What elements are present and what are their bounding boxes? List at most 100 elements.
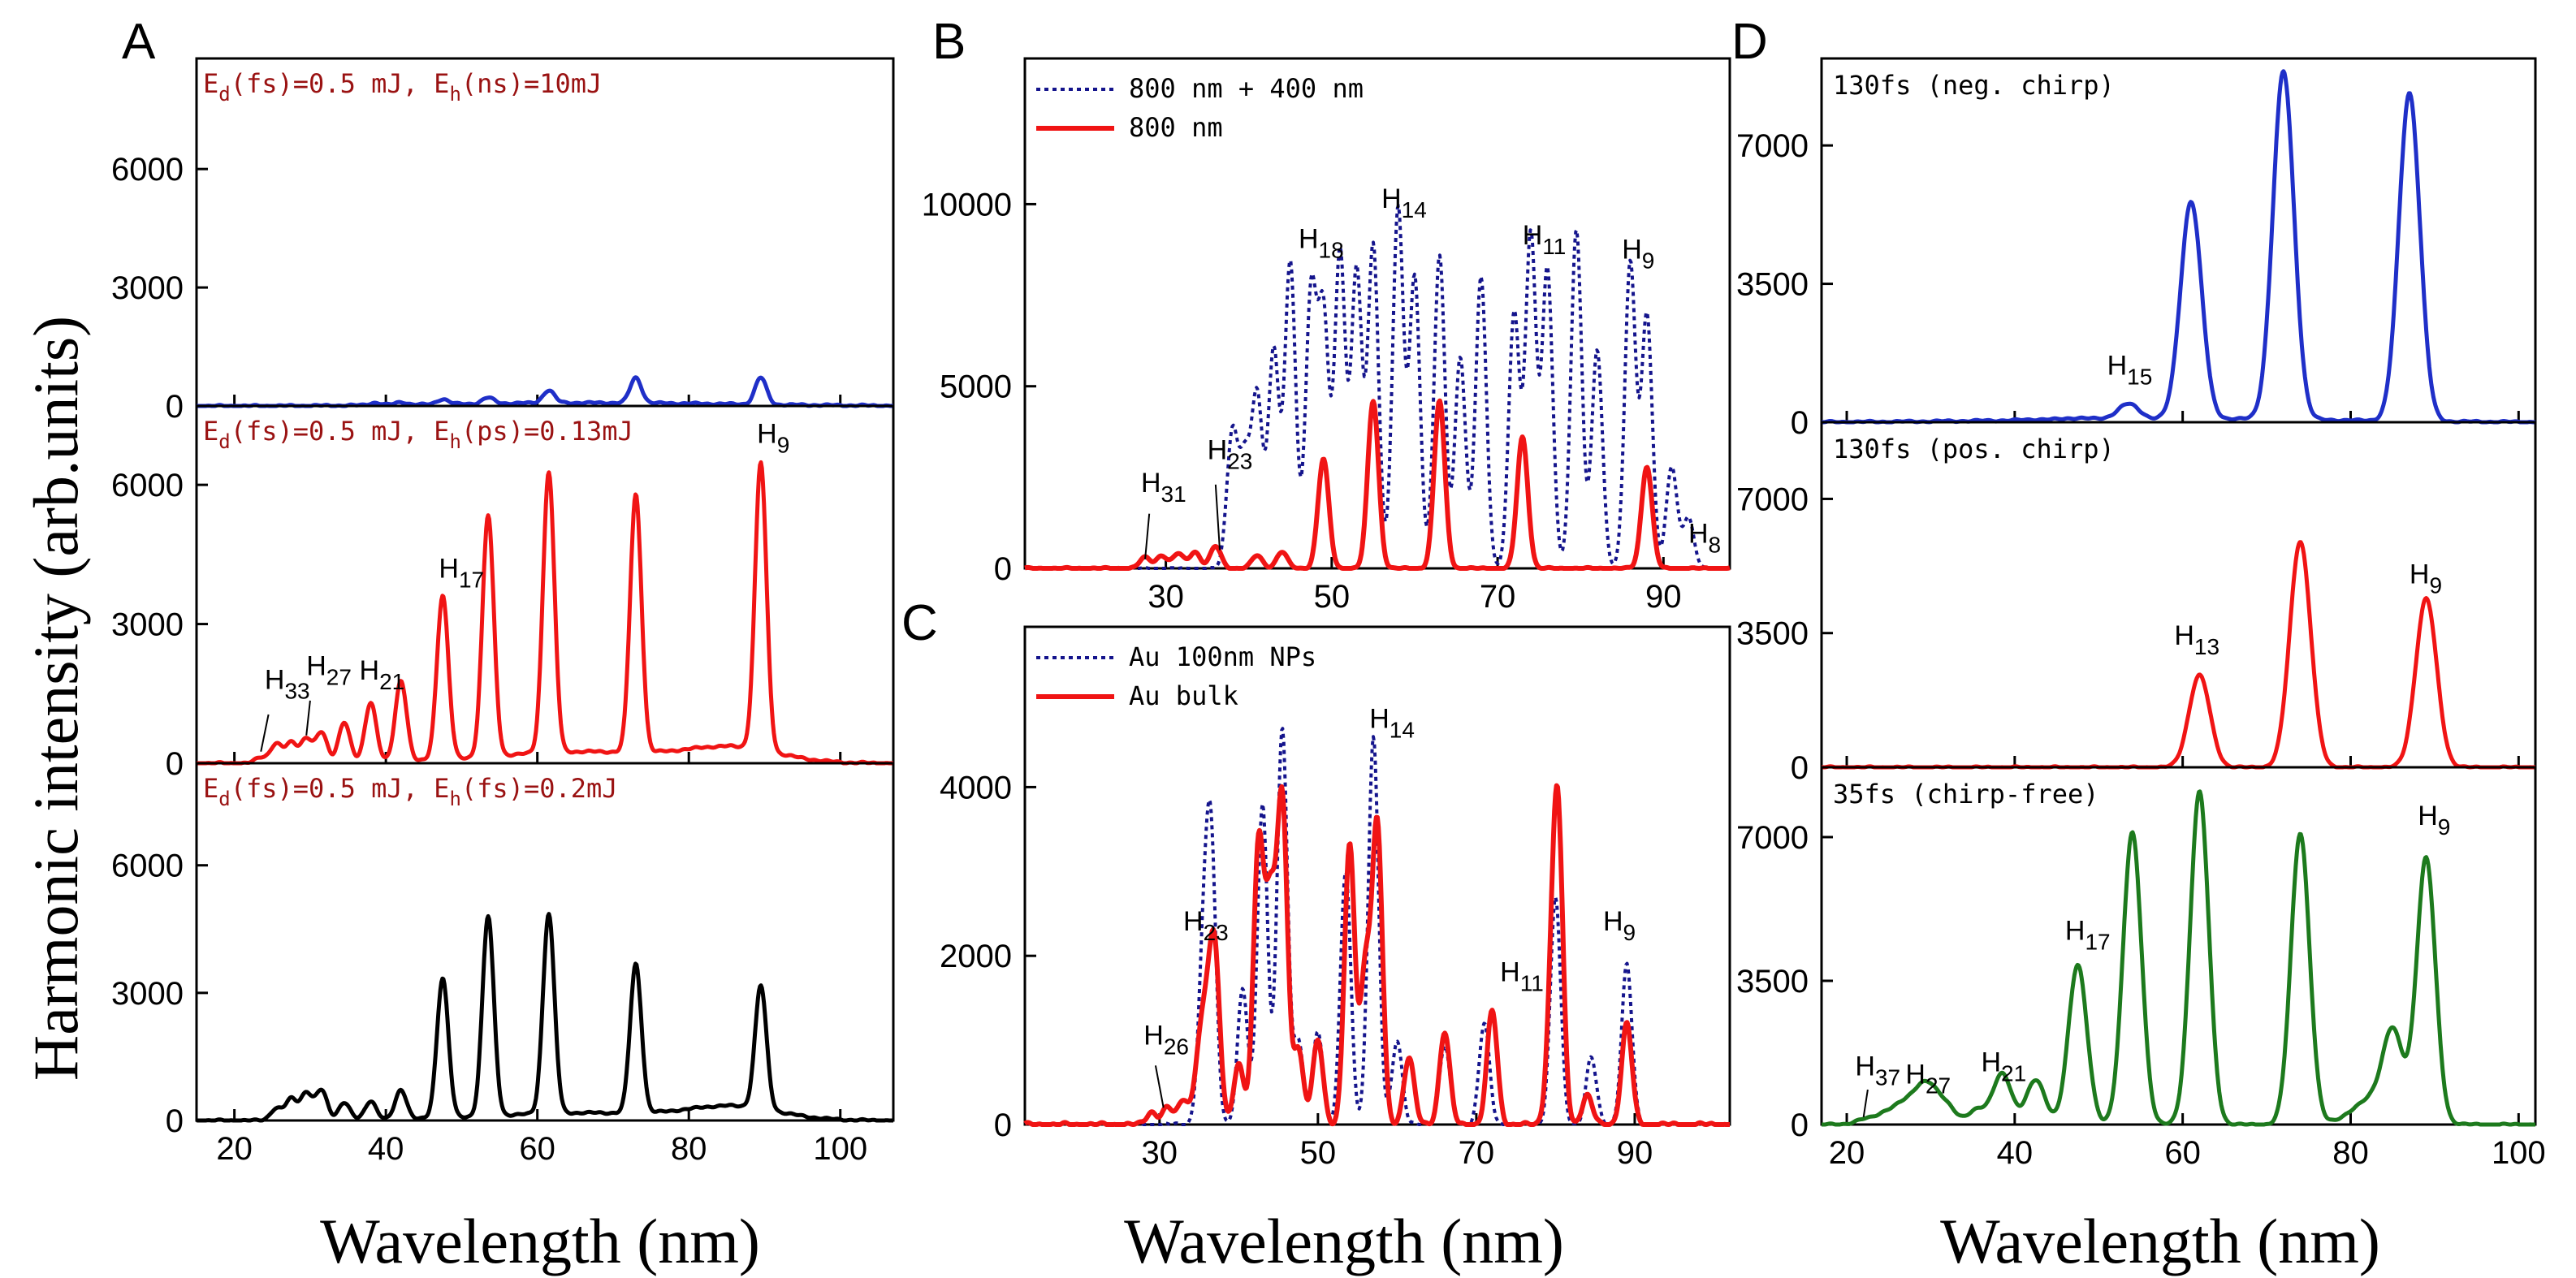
chart-d-sub2-ytick-label-2: 7000 [1736,820,1809,856]
chart-b-arrow-0 [1144,513,1151,559]
chart-c-peak-label-3: H11 [1500,956,1544,995]
chart-c-ytick-label-1: 2000 [940,939,1012,974]
chart-c-xtick-label-1: 50 [1300,1135,1337,1171]
chart-a-sub0-ytick-label-2: 6000 [111,152,184,188]
chart-d: 0 3500 7000 130fs (neg. chirp) H15 0 3500 7000 1… [1736,57,2546,1171]
chart-a-sub0: 0 3000 6000 Ed(fs)=0.5 mJ, Eh(ns)=10mJ [111,57,895,425]
chart-a-sub1-condition-label: Ed(fs)=0.5 mJ, Eh(ps)=0.13mJ [203,416,633,453]
chart-a-sub0-ytick-label-1: 3000 [111,270,184,306]
chart-a-sub1-ytick-label-0: 0 [166,746,184,782]
chart-d-sub2-ytick-label-0: 0 [1791,1107,1809,1143]
chart-c-xtick-label-3: 90 [1617,1135,1653,1171]
chart-d-sub1-condition-label: 130fs (pos. chirp) [1833,434,2115,464]
chart-c-series-1 [1023,783,1731,1127]
chart-c-ytick-label-2: 4000 [940,770,1012,805]
chart-a-sub1-peak-label-2: H21 [360,655,405,694]
x-axis-title-a: Wavelength (nm) [320,1206,760,1276]
chart-b-legend-label-0: 800 nm + 400 nm [1129,73,1364,104]
chart-a-sub1-arrow-1 [305,700,311,736]
chart-b-ytick-label-1: 5000 [940,369,1012,405]
chart-d-sub0-ytick-label-1: 3500 [1736,267,1809,303]
chart-d-sub1-peak-label-0: H13 [2174,620,2219,659]
chart-d-sub0-condition-label: 130fs (neg. chirp) [1833,70,2115,101]
chart-a-sub2-ytick-label-1: 3000 [111,976,184,1012]
chart-b-xtick-label-0: 30 [1148,579,1184,615]
chart-d-sub2-peak-label-2: H21 [1981,1047,2026,1086]
panel-letter-d: D [1731,14,1768,70]
chart-b-peak-label-2: H18 [1299,223,1344,262]
chart-c-legend-label-1: Au bulk [1129,680,1238,711]
chart-c-arrow-0 [1154,1065,1165,1108]
chart-d-sub2-xtick-label-1: 40 [1997,1135,2034,1171]
chart-a-sub2-ytick-label-0: 0 [166,1103,184,1139]
chart-d-sub2: 0 3500 7000 20 40 60 80 100 35fs (chirp-free) H37… [1736,766,2546,1171]
chart-c-legend-label-0: Au 100nm NPs [1129,641,1316,672]
panel-letter-b: B [932,14,966,70]
chart-d-sub2-xtick-label-0: 20 [1829,1135,1865,1171]
chart-a-sub1-ytick-label-2: 6000 [111,468,184,503]
chart-a-sub1-arrow-0 [260,714,270,752]
chart-a-sub2-frame [195,762,895,1122]
chart-a: 0 3000 6000 Ed(fs)=0.5 mJ, Eh(ns)=10mJ 0 3000… [111,57,895,1167]
chart-a-sub0-ytick-label-0: 0 [166,389,184,425]
chart-a-sub2-xtick-label-1: 40 [368,1131,404,1167]
chart-d-sub2-frame [1820,766,2537,1126]
panel-letter-c: C [901,595,938,651]
chart-d-sub2-xtick-label-2: 60 [2164,1135,2201,1171]
chart-a-sub1-peak-label-3: H17 [439,553,484,592]
chart-a-sub0-series-line [195,375,895,408]
chart-d-sub0-series-line [1820,69,2537,425]
chart-d-sub2-xtick-label-3: 80 [2332,1135,2369,1171]
chart-a-sub0-condition-label: Ed(fs)=0.5 mJ, Eh(ns)=10mJ [203,68,602,106]
chart-a-sub1: 0 3000 6000 Ed(fs)=0.5 mJ, Eh(ps)=0.13mJ H33… [111,404,895,782]
chart-b-arrow-1 [1214,484,1221,550]
chart-d-sub1: 0 3500 7000 130fs (pos. chirp) H13 H9 [1736,421,2537,786]
chart-a-sub2-xtick-label-0: 20 [216,1131,253,1167]
chart-c-xtick-label-0: 30 [1142,1135,1178,1171]
chart-a-sub1-series-line [195,460,895,766]
chart-b-peak-label-6: H8 [1688,519,1721,558]
chart-a-sub2-series-line [195,912,895,1123]
chart-d-sub2-ytick-label-1: 3500 [1736,964,1809,1000]
chart-c-peak-label-4: H9 [1603,906,1636,945]
chart-a-sub2-ytick-label-2: 6000 [111,848,184,884]
chart-d-sub1-ytick-label-0: 0 [1791,750,1809,786]
chart-d-sub2-peak-label-3: H17 [2065,915,2111,954]
chart-d-sub1-peak-label-1: H9 [2410,559,2442,598]
chart-c-frame [1023,625,1731,1126]
chart-b-peak-label-5: H9 [1622,235,1654,274]
chart-d-sub2-peak-label-4: H9 [2418,801,2450,840]
chart-c-peak-label-2: H14 [1369,704,1415,743]
chart-b-peak-label-3: H14 [1381,183,1427,222]
chart-c: 0 2000 4000 30 50 70 90 Au 100nm NPs Au bulk H23 H… [940,625,1731,1171]
chart-a-sub2-condition-label: Ed(fs)=0.5 mJ, Eh(fs)=0.2mJ [203,773,618,810]
chart-b-frame [1023,57,1731,570]
chart-a-sub1-peak-label-0: H33 [265,665,310,704]
chart-c-peak-label-1: H26 [1143,1020,1189,1059]
chart-b-legend-label-1: 800 nm [1129,112,1223,143]
chart-b-xtick-label-3: 90 [1645,579,1682,615]
chart-c-peak-label-0: H23 [1183,906,1229,945]
chart-a-sub0-frame [195,57,895,408]
chart-b-series-1 [1023,398,1731,571]
chart-d-sub0-ytick-label-0: 0 [1791,405,1809,441]
chart-b-ytick-label-2: 10000 [922,187,1012,222]
chart-a-sub1-ytick-label-1: 3000 [111,607,184,643]
chart-b-xtick-label-1: 50 [1314,579,1351,615]
chart-b-peak-label-4: H11 [1523,220,1567,259]
chart-b-series-0 [1024,204,1731,570]
y-axis-title: Harmonic intensity (arb.units) [20,316,91,1081]
chart-d-sub1-ytick-label-2: 7000 [1736,481,1809,517]
chart-c-ytick-label-0: 0 [994,1107,1012,1143]
chart-d-sub2-arrow-0 [1862,1089,1869,1118]
chart-a-sub1-peak-label-1: H27 [306,650,352,689]
chart-d-sub0-peak-label-0: H15 [2107,351,2153,390]
x-axis-title-c: Wavelength (nm) [1124,1206,1564,1276]
chart-a-sub2-xtick-label-2: 60 [519,1131,555,1167]
chart-d-sub2-series-line [1820,789,2537,1127]
chart-b-ytick-label-0: 0 [994,551,1012,587]
chart-a-sub2-xtick-label-3: 80 [671,1131,707,1167]
chart-d-sub1-ytick-label-1: 3500 [1736,616,1809,652]
panel-letter-a: A [122,14,156,70]
